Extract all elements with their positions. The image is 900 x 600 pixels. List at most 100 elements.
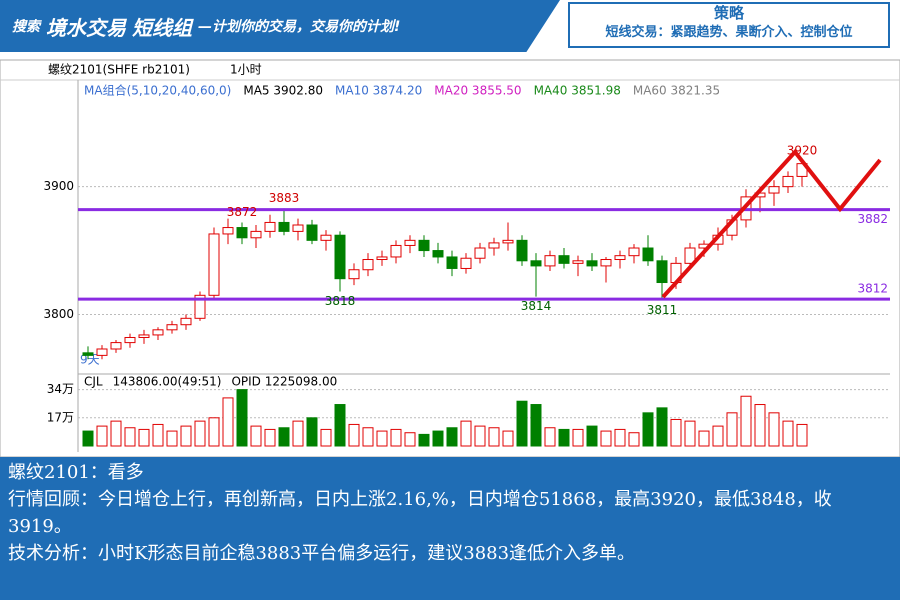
volume-bar (740, 395, 752, 447)
volume-bar (166, 430, 178, 447)
candle-body (642, 247, 654, 262)
low-annotation: 3811 (647, 303, 678, 317)
volume-legend: OPID 1225098.00 (231, 375, 337, 389)
candle-body (222, 227, 234, 235)
candle-body (418, 239, 430, 252)
indicator-legend: MA40 3851.98 (534, 84, 621, 98)
candle-body (362, 259, 374, 271)
level-label: 3882 (857, 212, 888, 226)
indicator-legend: MA20 3855.50 (434, 84, 521, 98)
volume-bar (334, 404, 346, 447)
candle-body (544, 255, 556, 267)
y-tick-label: 3800 (43, 307, 74, 321)
volume-bar (446, 427, 458, 447)
candle-body (376, 256, 388, 261)
candle-body (614, 255, 626, 261)
volume-bar (236, 389, 248, 447)
volume-bar (194, 420, 206, 447)
candle-body (656, 260, 668, 284)
brand-banner: 搜索 境水交易 短线组 —计划你的交易，交易你的计划! (0, 0, 560, 52)
volume-bar (754, 404, 766, 447)
low-annotation: 3818 (325, 294, 356, 308)
candle-body (488, 242, 500, 249)
candle-body (208, 233, 220, 296)
volume-bar (432, 430, 444, 447)
header: 搜索 境水交易 短线组 —计划你的交易，交易你的计划! 策略 短线交易：紧跟趋势… (0, 0, 900, 52)
volume-bar (600, 430, 612, 447)
volume-bar (152, 423, 164, 447)
candle-body (628, 247, 640, 257)
period[interactable]: 1小时 (230, 63, 262, 77)
volume-bar (306, 417, 318, 447)
candle-body (684, 247, 696, 264)
volume-bar (684, 420, 696, 447)
volume-bar (628, 432, 640, 447)
candle-body (460, 257, 472, 269)
candle-body (110, 342, 122, 350)
volume-bar (768, 412, 780, 447)
indicator-legend: MA组合(5,10,20,40,60,0) (84, 83, 231, 98)
candle-body (194, 294, 206, 319)
volume-bar (460, 420, 472, 447)
volume-bar (474, 425, 486, 447)
strategy-title: 策略 (713, 4, 744, 22)
volume-bar (278, 427, 290, 447)
candle-body (348, 269, 360, 280)
volume-bar (656, 407, 668, 447)
candle-body (600, 259, 612, 267)
candle-body (82, 352, 94, 356)
candle-body (432, 250, 444, 258)
symbol[interactable]: 螺纹2101(SHFE rb2101) (48, 63, 190, 77)
volume-bar (222, 397, 234, 447)
corner-text: 9天 (80, 353, 100, 367)
candle-body (180, 317, 192, 326)
candle-body (124, 336, 136, 344)
candle-body (96, 348, 108, 356)
indicator-legend: MA60 3821.35 (633, 84, 720, 98)
candle-body (334, 234, 346, 280)
volume-bar (390, 428, 402, 447)
candle-body (152, 329, 164, 336)
low-annotation: 3814 (521, 299, 552, 313)
volume-bar (698, 430, 710, 447)
candle-body (264, 221, 276, 232)
candle-body (278, 221, 290, 232)
volume-bar (96, 425, 108, 447)
strategy-text: 短线交易：紧跟趋势、果断介入、控制仓位 (605, 25, 853, 40)
analysis-review: 行情回顾：今日增仓上行，再创新高，日内上涨2.16,%，日内增仓51868，最高… (8, 489, 832, 537)
high-annotation: 3883 (269, 191, 300, 205)
volume-bar (642, 412, 654, 447)
candle-body (236, 227, 248, 239)
volume-bar (138, 428, 150, 447)
candle-body (474, 247, 486, 259)
volume-bar (796, 423, 808, 447)
volume-tick-label: 34万 (47, 382, 74, 396)
indicator-legend: MA10 3874.20 (335, 84, 422, 98)
indicator-legend: MA5 3902.80 (243, 84, 323, 98)
volume-bar (488, 427, 500, 447)
volume-bar (670, 418, 682, 447)
y-tick-label: 3900 (43, 179, 74, 193)
volume-bar (502, 430, 514, 447)
candle-body (306, 224, 318, 241)
volume-bar (572, 428, 584, 447)
volume-bar (208, 417, 220, 447)
volume-bar (712, 425, 724, 447)
volume-legend: CJL (84, 375, 103, 389)
volume-bar (544, 427, 556, 447)
candle-body (586, 260, 598, 267)
trend-arrow (661, 148, 882, 299)
volume-tick-label: 17万 (47, 410, 74, 424)
volume-bar (516, 400, 528, 447)
volume-bar (362, 427, 374, 447)
candle-body (166, 324, 178, 331)
volume-bar (530, 404, 542, 447)
high-annotation: 3872 (227, 205, 258, 219)
candle-body (782, 175, 794, 188)
brand-search: 搜索 (12, 19, 40, 35)
group-name: 短线组 (132, 15, 192, 40)
volume-bar (82, 430, 94, 447)
volume-bar (376, 430, 388, 447)
candle-body (404, 239, 416, 246)
volume-bar (124, 427, 136, 447)
